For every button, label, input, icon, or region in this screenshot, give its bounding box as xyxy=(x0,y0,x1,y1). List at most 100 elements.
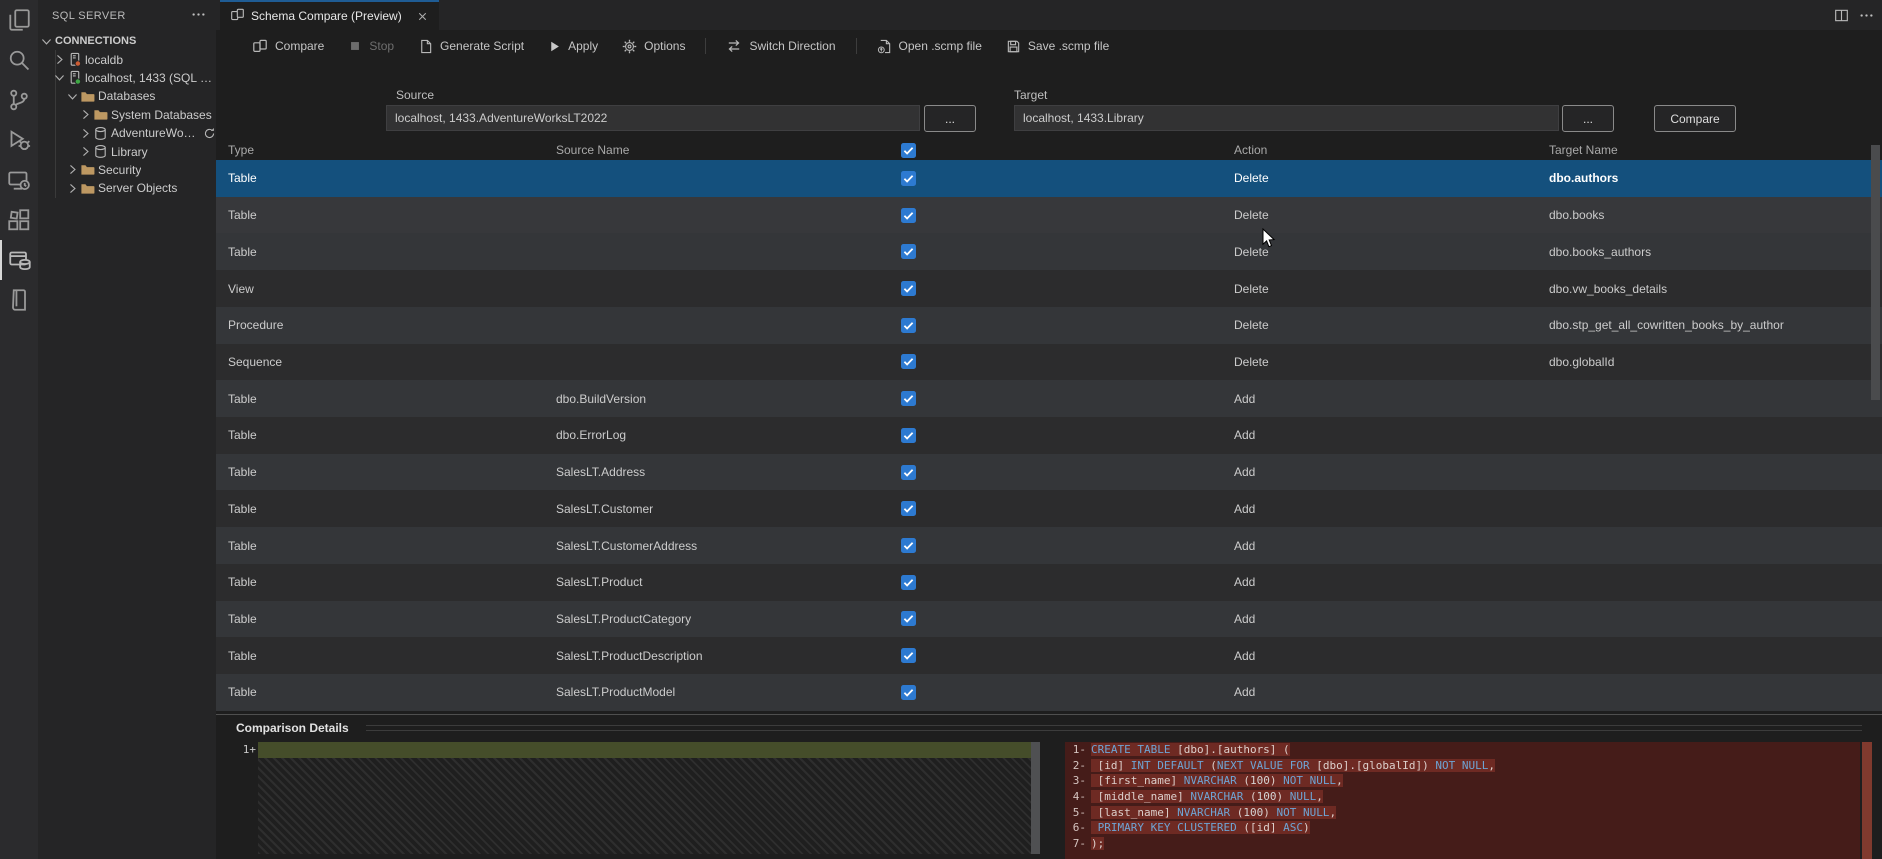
options-icon xyxy=(622,39,637,54)
include-checkbox[interactable] xyxy=(901,354,916,370)
diff-row-saleslt-productcategory[interactable]: Table SalesLT.ProductCategory Add xyxy=(216,600,1882,638)
open-file-icon xyxy=(877,39,892,54)
diff-row-saleslt-customer[interactable]: Table SalesLT.Customer Add xyxy=(216,490,1882,528)
toolbar-button-label: Save .scmp file xyxy=(1027,39,1110,53)
col-target-name[interactable]: Target Name xyxy=(1549,143,1618,157)
refresh-icon[interactable] xyxy=(203,127,216,140)
activity-bar-item-search[interactable] xyxy=(0,40,38,80)
include-checkbox[interactable] xyxy=(901,684,916,700)
tree-item-label: localdb xyxy=(85,52,124,67)
diff-row-dbo-errorlog[interactable]: Table dbo.ErrorLog Add xyxy=(216,417,1882,454)
tree-item-security[interactable]: Security xyxy=(38,161,216,179)
diff-row-dbo-globalid[interactable]: Sequence Delete dbo.globalId xyxy=(216,343,1882,381)
activity-bar-item-sql-server[interactable] xyxy=(0,240,38,280)
include-checkbox[interactable] xyxy=(901,464,916,480)
source-browse-button[interactable]: ... xyxy=(924,105,976,132)
include-checkbox[interactable] xyxy=(901,427,916,443)
cell-type: View xyxy=(228,281,254,296)
chevron-right-icon[interactable] xyxy=(53,53,66,66)
diff-row-dbo-books[interactable]: Table Delete dbo.books xyxy=(216,196,1882,234)
diff-row-saleslt-address[interactable]: Table SalesLT.Address Add xyxy=(216,453,1882,491)
tab-schema-compare[interactable]: Schema Compare (Preview) xyxy=(220,0,439,30)
options-button[interactable]: Options xyxy=(610,36,697,57)
source-diff-pane[interactable] xyxy=(258,742,1040,854)
activity-bar-item-extensions[interactable] xyxy=(0,200,38,240)
activity-bar-item-remote-explorer[interactable] xyxy=(0,160,38,200)
include-checkbox[interactable] xyxy=(901,244,916,260)
apply-button[interactable]: Apply xyxy=(536,36,610,56)
chevron-right-icon[interactable] xyxy=(66,182,79,195)
include-checkbox[interactable] xyxy=(901,317,916,333)
diff-row-saleslt-product[interactable]: Table SalesLT.Product Add xyxy=(216,563,1882,601)
target-diff-pane[interactable]: 1- CREATE TABLE [dbo].[authors] (2- [id] … xyxy=(1065,742,1860,859)
target-browse-button[interactable]: ... xyxy=(1562,105,1614,132)
target-diff-scrollbar[interactable] xyxy=(1862,742,1872,859)
chevron-right-icon[interactable] xyxy=(66,163,79,176)
diff-row-dbo-authors[interactable]: Table Delete dbo.authors xyxy=(216,160,1882,197)
diff-row-saleslt-productdescription[interactable]: Table SalesLT.ProductDescription Add xyxy=(216,637,1882,675)
open-scmp-file-button[interactable]: Open .scmp file xyxy=(865,36,994,57)
activity-bar-item-book[interactable] xyxy=(0,280,38,320)
activity-bar-item-explorer[interactable] xyxy=(0,0,38,40)
chevron-right-icon[interactable] xyxy=(79,145,92,158)
more-actions-icon[interactable] xyxy=(188,7,208,25)
include-checkbox[interactable] xyxy=(901,391,916,407)
diff-row-dbo-buildversion[interactable]: Table dbo.BuildVersion Add xyxy=(216,380,1882,418)
cell-target: dbo.authors xyxy=(1549,171,1619,186)
include-checkbox[interactable] xyxy=(901,501,916,517)
activity-bar-item-source-control[interactable] xyxy=(0,80,38,120)
chevron-down-icon[interactable] xyxy=(53,71,66,84)
cell-action: Delete xyxy=(1234,281,1269,296)
include-checkbox[interactable] xyxy=(901,648,916,664)
details-title: Comparison Details xyxy=(236,721,349,735)
stop-button[interactable]: Stop xyxy=(336,36,406,56)
select-all-checkbox[interactable] xyxy=(901,142,916,158)
grid-scrollbar[interactable] xyxy=(1871,145,1880,400)
cell-action: Add xyxy=(1234,428,1256,443)
tree-item-server-objects[interactable]: Server Objects xyxy=(38,179,216,197)
diff-row-dbo-books-authors[interactable]: Table Delete dbo.books_authors xyxy=(216,233,1882,271)
compare-button[interactable]: Compare xyxy=(240,35,336,57)
cell-source: SalesLT.ProductCategory xyxy=(556,611,692,626)
compare-button[interactable]: Compare xyxy=(1654,105,1736,132)
include-checkbox[interactable] xyxy=(901,574,916,590)
tree-item-system-databases[interactable]: System Databases xyxy=(38,106,216,124)
folder-icon xyxy=(79,181,96,196)
col-action[interactable]: Action xyxy=(1234,143,1268,157)
target-input[interactable] xyxy=(1014,105,1559,131)
close-icon[interactable] xyxy=(416,10,429,23)
include-checkbox[interactable] xyxy=(901,170,916,186)
generate-script-button[interactable]: Generate Script xyxy=(406,36,536,57)
activity-bar-item-run-debug[interactable] xyxy=(0,120,38,160)
diff-row-saleslt-productmodel[interactable]: Table SalesLT.ProductModel Add xyxy=(216,674,1882,711)
chevron-down-icon[interactable] xyxy=(40,35,53,48)
chevron-right-icon[interactable] xyxy=(79,127,92,140)
split-editor-icon[interactable] xyxy=(1834,8,1849,23)
chevron-right-icon[interactable] xyxy=(79,108,92,121)
col-source-name[interactable]: Source Name xyxy=(556,143,630,157)
toolbar-button-label: Open .scmp file xyxy=(898,39,982,53)
tree-item-library[interactable]: Library xyxy=(38,142,216,160)
switch-direction-button[interactable]: Switch Direction xyxy=(714,35,847,57)
tree-item-adventureworkslt[interactable]: AdventureWorksLT... xyxy=(38,124,216,142)
cell-action: Add xyxy=(1234,611,1256,626)
tree-item-connections[interactable]: CONNECTIONS xyxy=(38,32,216,50)
include-checkbox[interactable] xyxy=(901,611,916,627)
include-checkbox[interactable] xyxy=(901,538,916,554)
chevron-down-icon[interactable] xyxy=(66,90,79,103)
diff-row-saleslt-customeraddress[interactable]: Table SalesLT.CustomerAddress Add xyxy=(216,527,1882,564)
source-diff-scrollbar[interactable] xyxy=(1031,742,1040,854)
col-type[interactable]: Type xyxy=(228,143,255,157)
tree-item-databases[interactable]: Databases xyxy=(38,87,216,105)
tree-item-localhost-1433-sql-serv[interactable]: localhost, 1433 (SQL Serv... xyxy=(38,69,216,87)
include-checkbox[interactable] xyxy=(901,207,916,223)
include-checkbox[interactable] xyxy=(901,281,916,297)
save-scmp-file-button[interactable]: Save .scmp file xyxy=(994,36,1121,57)
diff-row-dbo-vw-books-details[interactable]: View Delete dbo.vw_books_details xyxy=(216,270,1882,307)
more-actions-icon[interactable] xyxy=(1859,8,1874,23)
cell-source: dbo.BuildVersion xyxy=(556,391,647,406)
tree-item-localdb[interactable]: localdb xyxy=(38,50,216,68)
diff-row-dbo-stp-get-all-cowritten-books-by-author[interactable]: Procedure Delete dbo.stp_get_all_cowritten… xyxy=(216,306,1882,344)
source-input[interactable] xyxy=(386,105,920,131)
